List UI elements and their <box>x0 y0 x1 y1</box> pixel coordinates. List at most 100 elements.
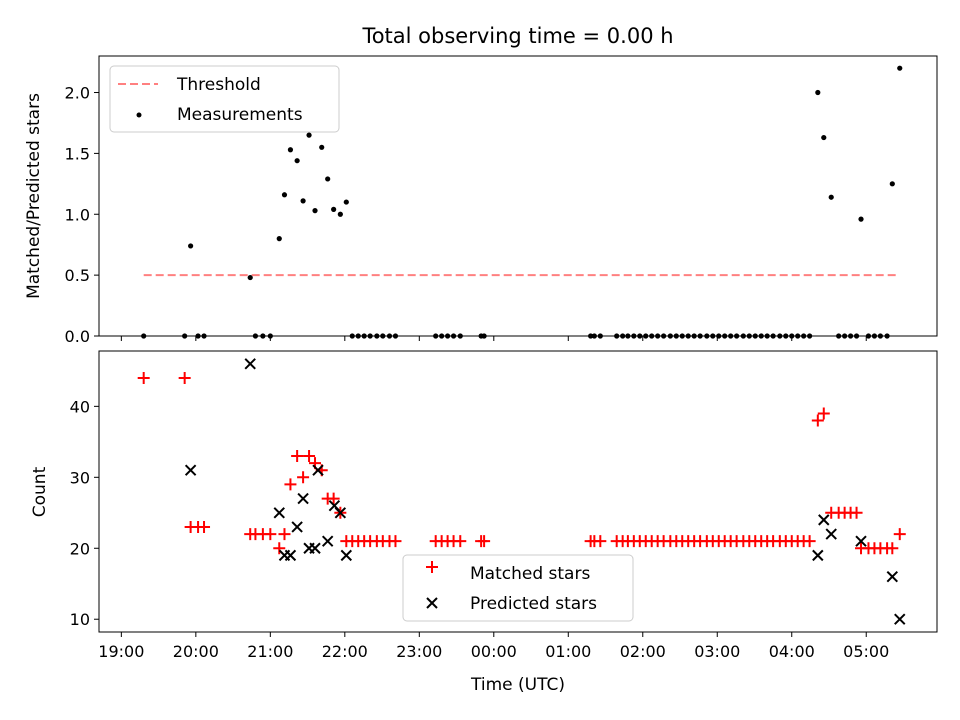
measurement-point <box>276 236 282 242</box>
top-y-ticks: 0.0 0.5 1.0 1.5 2.0 <box>65 84 99 346</box>
bottom-axes: 10 20 30 40 19:00 20:00 21:00 22:00 23:00 00:00 0… <box>30 350 938 695</box>
measurement-point <box>897 65 903 71</box>
top-y-tick-label: 0.5 <box>65 266 90 285</box>
top-axes-frame <box>98 55 938 337</box>
matched-star-point <box>303 450 316 463</box>
measurement-point <box>325 176 331 182</box>
matched-star-point <box>817 407 830 420</box>
legend-matched-swatch <box>426 561 438 573</box>
measurement-point <box>858 216 864 222</box>
top-y-axis-label: Matched/Predicted stars <box>24 93 44 299</box>
bottom-x-tick-label: 21:00 <box>247 642 293 661</box>
predicted-star-point <box>340 549 353 562</box>
measurement-point <box>287 147 294 153</box>
predicted-star-point <box>855 535 867 547</box>
bottom-y-tick-label: 30 <box>70 468 90 487</box>
bottom-x-tick-label: 05:00 <box>843 642 889 661</box>
top-y-tick-label: 0.0 <box>65 327 90 346</box>
matched-stars-points <box>137 371 906 555</box>
matched-star-point <box>273 542 286 555</box>
predicted-star-point <box>825 528 837 540</box>
matched-star-point <box>284 478 297 491</box>
measurement-point <box>828 194 834 200</box>
bottom-legend-box <box>402 554 634 622</box>
legend-matched-label: Matched stars <box>470 564 590 584</box>
predicted-star-point <box>886 570 899 583</box>
bottom-x-tick-label: 04:00 <box>769 642 815 661</box>
bottom-y-tick-label: 40 <box>70 397 90 416</box>
measurement-point <box>889 181 895 187</box>
predicted-star-point <box>818 514 830 526</box>
predicted-star-point <box>312 464 324 476</box>
measurement-point <box>815 89 821 96</box>
measurement-point <box>306 132 312 138</box>
matched-star-point <box>478 535 491 548</box>
measurement-point <box>300 198 306 204</box>
bottom-y-axis-label: Count <box>30 466 50 517</box>
bottom-x-tick-label: 01:00 <box>545 642 591 661</box>
bottom-y-ticks: 10 20 30 40 <box>70 397 99 629</box>
matched-star-point <box>178 371 191 384</box>
matched-star-point <box>278 528 291 541</box>
matched-star-point <box>803 535 816 548</box>
predicted-star-point <box>321 535 334 547</box>
predicted-star-point <box>184 464 197 476</box>
measurement-point <box>294 158 300 164</box>
measurement-point <box>821 134 827 141</box>
matched-star-point <box>850 506 863 519</box>
measurement-point <box>319 144 325 150</box>
predicted-star-point <box>334 507 347 519</box>
x-axis-label: Time (UTC) <box>470 675 565 695</box>
top-y-tick-label: 1.0 <box>65 205 90 224</box>
matched-star-point <box>454 535 467 548</box>
matched-star-point <box>137 371 150 384</box>
predicted-stars-points <box>184 358 906 625</box>
measurement-point <box>281 192 288 198</box>
matched-star-point <box>291 450 304 463</box>
matched-star-point <box>327 492 340 505</box>
top-y-tick-label: 2.0 <box>65 84 90 103</box>
top-legend: Threshold Measurements <box>109 65 340 133</box>
measurement-point <box>188 243 194 249</box>
matched-star-point <box>811 414 824 427</box>
legend-measurements-swatch <box>136 112 142 118</box>
bottom-y-tick-label: 20 <box>70 539 90 558</box>
legend-predicted-label: Predicted stars <box>470 594 597 614</box>
bottom-x-tick-label: 02:00 <box>620 642 666 661</box>
legend-measurements-label: Measurements <box>177 105 303 125</box>
predicted-star-point <box>894 613 906 625</box>
measurement-point <box>312 208 318 214</box>
measurement-point <box>247 274 253 281</box>
bottom-x-tick-label: 00:00 <box>471 642 517 661</box>
predicted-star-point <box>812 549 824 562</box>
bottom-x-tick-label: 23:00 <box>396 642 442 661</box>
matched-star-point <box>198 520 211 533</box>
bottom-axes-frame <box>98 350 938 633</box>
bottom-legend: Matched stars Predicted stars <box>402 554 634 622</box>
top-axes: 0.00.51.01.52.0 Matched/Predicted stars … <box>24 55 938 346</box>
bottom-x-ticks: 19:00 20:00 21:00 22:00 23:00 00:00 01:00 02:00… <box>98 632 889 661</box>
measurement-point <box>343 199 349 205</box>
measurement-point <box>337 211 343 217</box>
matched-star-point <box>264 528 277 541</box>
measurement-point <box>331 206 337 212</box>
legend-predicted-swatch <box>426 597 438 609</box>
predicted-star-point <box>273 507 285 519</box>
matched-star-point <box>893 528 906 541</box>
bottom-y-tick-label: 10 <box>70 610 90 629</box>
predicted-star-point <box>244 358 256 370</box>
bottom-x-tick-label: 03:00 <box>694 642 740 661</box>
chart-title: Total observing time = 0.00 h <box>361 24 673 48</box>
matched-star-point <box>389 535 402 548</box>
predicted-star-point <box>291 521 303 533</box>
predicted-star-point <box>284 549 297 562</box>
bottom-x-tick-label: 20:00 <box>173 642 219 661</box>
matched-star-point <box>594 535 607 548</box>
bottom-x-tick-label: 22:00 <box>322 642 368 661</box>
predicted-star-point <box>297 492 309 505</box>
top-y-tick-label: 1.5 <box>65 144 90 163</box>
top-legend-box <box>109 65 340 133</box>
matched-star-point <box>297 471 310 484</box>
predicted-star-point <box>309 542 321 554</box>
bottom-x-tick-label: 19:00 <box>98 642 144 661</box>
